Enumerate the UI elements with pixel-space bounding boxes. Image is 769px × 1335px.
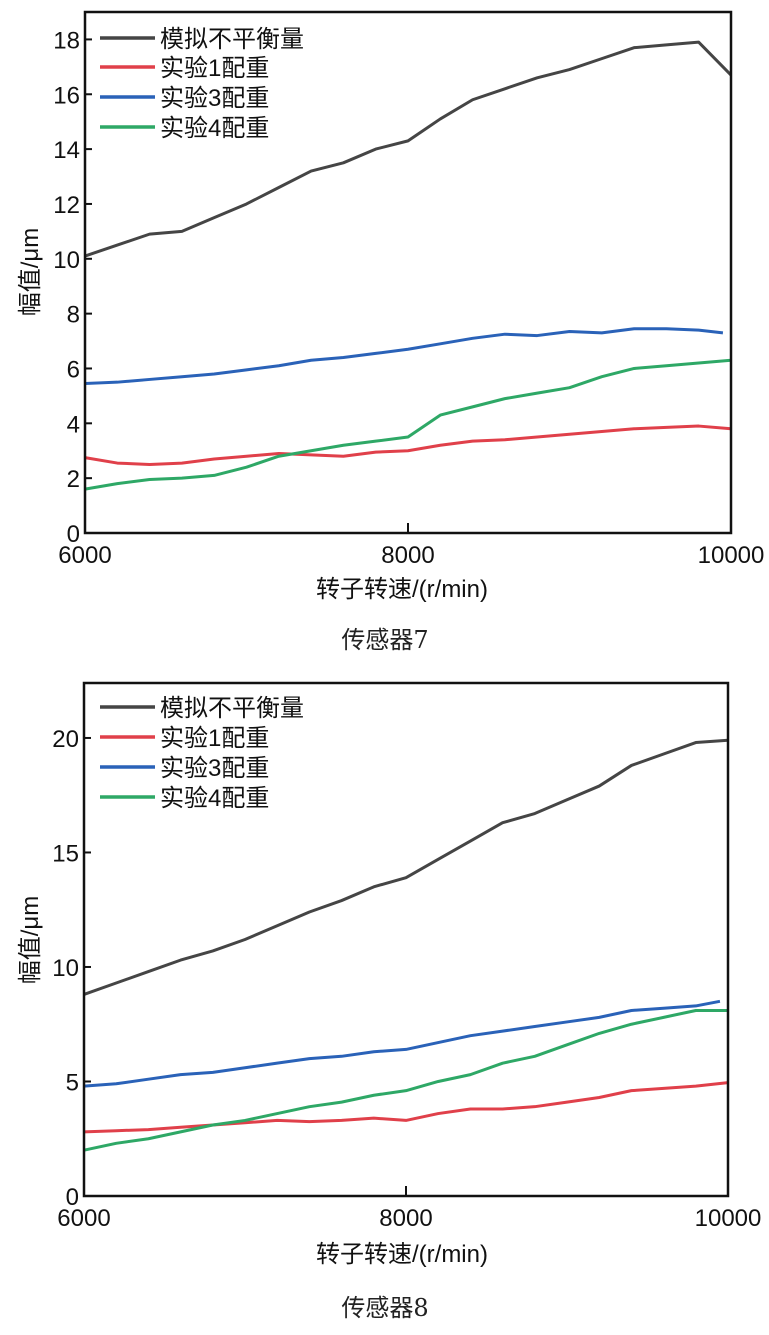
y-tick-label: 2 xyxy=(67,466,80,493)
y-tick-label: 12 xyxy=(53,192,80,219)
x-axis-label: 转子转速/(r/min) xyxy=(316,1241,488,1268)
y-axis-label: 幅值/μm xyxy=(17,896,44,985)
legend-entry: 实验4配重 xyxy=(160,115,269,142)
x-axis-label: 转子转速/(r/min) xyxy=(316,576,488,603)
series-line xyxy=(84,424,732,466)
legend-entry: 实验1配重 xyxy=(160,725,269,752)
series-line xyxy=(83,1081,729,1134)
x-tick-label: 6000 xyxy=(58,542,111,569)
series-line xyxy=(83,999,721,1088)
chart-caption: 传感器8 xyxy=(341,1294,428,1322)
y-tick-label: 14 xyxy=(53,137,80,164)
y-tick-label: 18 xyxy=(53,27,80,54)
x-tick-label: 8000 xyxy=(379,1205,432,1232)
y-tick-label: 10 xyxy=(52,955,79,982)
series-line xyxy=(84,327,724,386)
y-tick-label: 15 xyxy=(52,840,79,867)
series-line xyxy=(84,40,733,258)
chart-sensor-8: 转子转速/(r/min) 幅值/μm 传感器8 0 5 10 15 20 6000 8000… xyxy=(17,681,762,1322)
y-tick-label: 16 xyxy=(53,82,80,109)
series-line xyxy=(84,358,732,491)
x-tick-label: 6000 xyxy=(57,1205,110,1232)
legend-entry: 实验4配重 xyxy=(160,785,269,812)
y-tick-label: 20 xyxy=(52,726,79,753)
chart-sensor-7: 转子转速/(r/min) 幅值/μm 传感器7 0 2 4 6 8 10 12 14 16 18 6… xyxy=(17,10,765,654)
x-tick-label: 10000 xyxy=(695,1205,762,1232)
legend-entry: 模拟不平衡量 xyxy=(160,26,304,53)
legend-entry: 实验3配重 xyxy=(160,755,269,782)
series-line xyxy=(83,1008,728,1152)
y-tick-label: 8 xyxy=(67,302,80,329)
y-tick-label: 0 xyxy=(66,1184,79,1211)
y-tick-label: 5 xyxy=(66,1069,79,1096)
y-tick-label: 4 xyxy=(67,411,80,438)
legend-entry: 实验3配重 xyxy=(160,85,269,112)
y-tick-label: 6 xyxy=(67,356,80,383)
x-tick-label: 10000 xyxy=(698,542,765,569)
y-axis-label: 幅值/μm xyxy=(17,228,44,317)
series-line xyxy=(83,738,729,996)
y-tick-label: 10 xyxy=(53,247,80,274)
chart-caption: 传感器7 xyxy=(341,626,428,654)
legend-entry: 实验1配重 xyxy=(160,55,269,82)
y-tick-label: 0 xyxy=(67,521,80,548)
x-tick-label: 8000 xyxy=(381,542,434,569)
legend-entry: 模拟不平衡量 xyxy=(160,695,304,722)
